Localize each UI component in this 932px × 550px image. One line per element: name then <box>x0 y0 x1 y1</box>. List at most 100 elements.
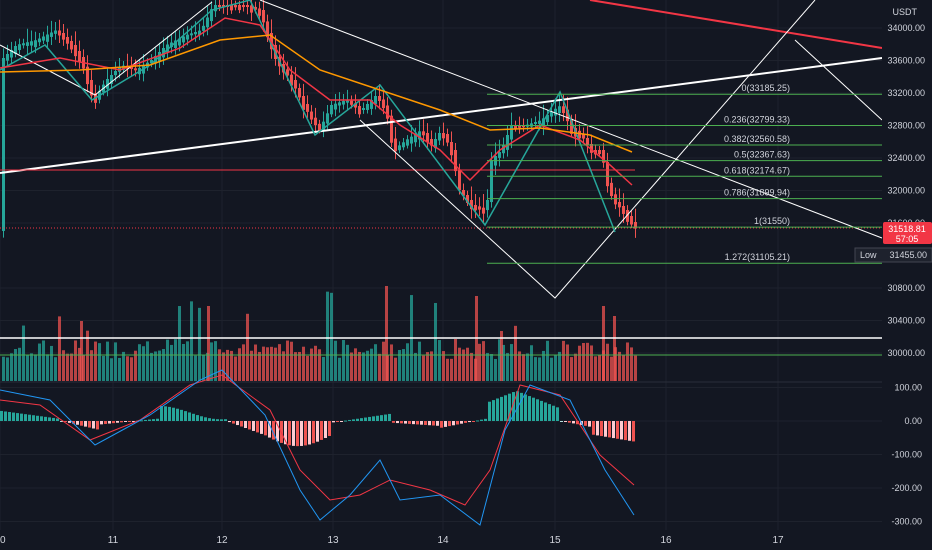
macd-histogram-bar <box>108 421 111 424</box>
fib-level-label: 0(33185.25) <box>741 83 790 93</box>
fib-level-label: 0.618(32174.67) <box>724 165 790 175</box>
candle-body <box>342 101 345 105</box>
candle-body <box>218 5 221 7</box>
macd-histogram-bar <box>212 418 215 421</box>
macd-tick: -200.00 <box>891 483 922 493</box>
candle-body <box>338 102 341 106</box>
candle-body <box>254 6 257 10</box>
macd-histogram-bar <box>244 421 247 429</box>
macd-histogram-bar <box>432 421 435 426</box>
volume-bar <box>202 355 205 381</box>
volume-bar <box>80 321 83 381</box>
macd-histogram-bar <box>168 406 171 421</box>
price-tick: 32800.00 <box>887 121 925 131</box>
candle-body <box>34 40 37 48</box>
candle-body <box>170 42 173 47</box>
candle-body <box>474 205 477 211</box>
volume-bar <box>402 349 405 381</box>
volume-bar <box>106 341 109 381</box>
candle-body <box>314 117 317 126</box>
candle-body <box>42 36 45 41</box>
macd-histogram-bar <box>504 395 507 421</box>
volume-bar <box>598 354 601 381</box>
macd-signal-line <box>0 374 635 506</box>
volume-bar <box>282 351 285 381</box>
macd-histogram-bar <box>228 421 231 423</box>
volume-bar <box>502 344 505 381</box>
candle-body <box>70 41 73 50</box>
volume-bar <box>182 343 185 381</box>
macd-histogram-bar <box>376 415 379 421</box>
candle-body <box>326 113 329 124</box>
macd-histogram-bar <box>32 415 35 421</box>
candle-body <box>402 142 405 148</box>
candle-body <box>498 152 501 158</box>
resistance-line <box>589 0 883 49</box>
candle-body <box>206 17 209 28</box>
candlesticks[interactable] <box>2 0 637 238</box>
volume-bar <box>42 340 45 381</box>
currency-label: USDT <box>893 7 918 17</box>
candle-body <box>246 5 249 7</box>
candle-body <box>38 38 41 43</box>
candle-body <box>110 75 113 84</box>
volume-bar <box>385 286 388 381</box>
macd-histogram-bar <box>40 416 43 421</box>
volume-bar <box>82 354 85 381</box>
volume-bar <box>334 340 337 381</box>
macd-histogram-bar <box>84 421 87 427</box>
volume-bar <box>278 344 281 381</box>
time-tick: 14 <box>437 535 449 546</box>
volume-bar <box>254 344 257 381</box>
zigzag-line <box>0 0 616 233</box>
volume-bar <box>210 342 213 381</box>
low-tag <box>854 247 932 263</box>
volume-bar <box>207 306 210 381</box>
macd-histogram-bar <box>92 421 95 429</box>
volume-bar <box>266 347 269 381</box>
macd-histogram-bar <box>436 421 439 426</box>
volume-bar <box>262 346 265 381</box>
price-tick: 34000.00 <box>887 23 925 33</box>
macd-histogram-bar <box>204 417 207 421</box>
macd-histogram-bar <box>516 391 519 421</box>
candle-body <box>266 21 269 38</box>
candle-body <box>90 80 93 96</box>
volume-bar <box>134 350 137 381</box>
macd-histogram-bar <box>240 421 243 427</box>
volume-bar <box>354 348 357 381</box>
macd-histogram-bar <box>56 418 59 421</box>
candle-body <box>238 5 241 11</box>
fib-retracement[interactable]: 0(33185.25) 0.236(32799.33) 0.382(32560.58… <box>487 83 882 264</box>
volume-bar <box>242 344 245 381</box>
volume-bar <box>546 340 549 381</box>
macd-histogram-bar <box>172 407 175 421</box>
price-axis: USDT 34000.00 33600.00 33200.00 32800.00 3240… <box>854 0 932 550</box>
volume-bar <box>458 347 461 381</box>
volume-bar <box>422 355 425 381</box>
candle-body <box>242 5 245 8</box>
candle-body <box>554 108 557 116</box>
candle-body <box>66 37 69 44</box>
fib-level-label: 0.786(31899.94) <box>724 188 790 198</box>
macd-histogram-bar <box>300 421 303 446</box>
macd-histogram-bar <box>284 421 287 445</box>
candle-body <box>578 130 581 139</box>
volume-bar <box>58 316 61 381</box>
volume-bar <box>418 341 421 381</box>
volume-bar <box>302 346 305 381</box>
macd-histogram-bar <box>140 420 143 422</box>
macd-histogram-bar <box>104 421 107 424</box>
volume-bar <box>462 349 465 381</box>
volume-bar <box>18 347 21 381</box>
volume-bar <box>378 353 381 381</box>
macd-histogram-bar <box>624 421 627 441</box>
macd-histogram-bar <box>336 421 339 422</box>
macd-histogram-bar <box>148 419 151 421</box>
macd-histogram-bar <box>320 421 323 440</box>
macd-panel <box>0 369 635 526</box>
macd-histogram-bar <box>444 421 447 427</box>
volume-bar <box>570 357 573 381</box>
macd-histogram-bar <box>76 421 79 425</box>
